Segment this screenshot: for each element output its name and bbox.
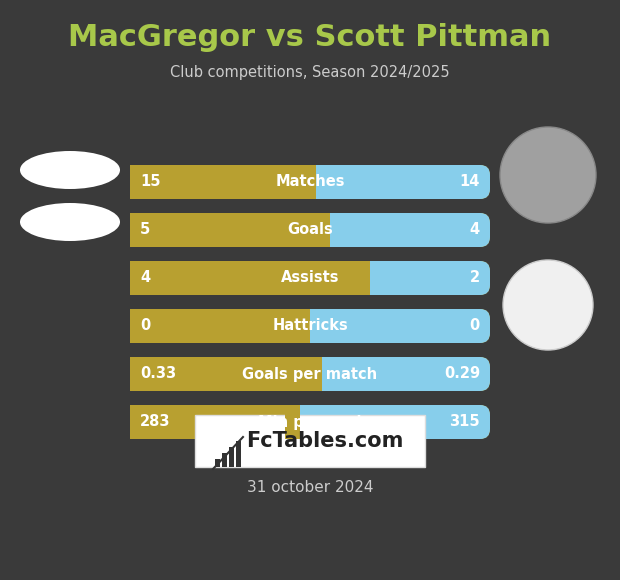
FancyBboxPatch shape [130,213,238,247]
FancyBboxPatch shape [130,213,330,247]
Text: 4: 4 [140,270,150,285]
FancyBboxPatch shape [130,357,322,391]
FancyBboxPatch shape [195,415,425,467]
FancyBboxPatch shape [301,165,316,199]
FancyBboxPatch shape [130,309,238,343]
FancyBboxPatch shape [130,165,316,199]
FancyBboxPatch shape [285,405,300,439]
FancyBboxPatch shape [315,213,330,247]
FancyBboxPatch shape [130,405,490,439]
FancyBboxPatch shape [215,459,220,467]
Text: 283: 283 [140,415,170,430]
Text: Hattricks: Hattricks [272,318,348,333]
FancyBboxPatch shape [130,309,490,343]
FancyBboxPatch shape [130,213,490,247]
FancyBboxPatch shape [130,309,490,343]
FancyBboxPatch shape [229,447,234,467]
Ellipse shape [20,203,120,241]
FancyBboxPatch shape [130,357,490,391]
Circle shape [500,127,596,223]
Text: 4: 4 [470,223,480,237]
FancyBboxPatch shape [130,261,490,295]
Circle shape [503,260,593,350]
Text: Club competitions, Season 2024/2025: Club competitions, Season 2024/2025 [170,64,450,79]
FancyBboxPatch shape [236,441,241,467]
Ellipse shape [20,151,120,189]
FancyBboxPatch shape [130,165,490,199]
FancyBboxPatch shape [222,453,227,467]
FancyBboxPatch shape [130,213,490,247]
Text: 31 october 2024: 31 october 2024 [247,480,373,495]
Text: 315: 315 [450,415,480,430]
Text: 0: 0 [140,318,150,333]
Text: 0: 0 [470,318,480,333]
Text: FcTables.com: FcTables.com [246,431,404,451]
Text: 14: 14 [459,175,480,190]
FancyBboxPatch shape [130,165,238,199]
FancyBboxPatch shape [307,357,322,391]
FancyBboxPatch shape [130,405,238,439]
FancyBboxPatch shape [130,165,490,199]
Text: Matches: Matches [275,175,345,190]
FancyBboxPatch shape [130,357,238,391]
FancyBboxPatch shape [130,261,370,295]
FancyBboxPatch shape [130,309,310,343]
FancyBboxPatch shape [355,261,370,295]
FancyBboxPatch shape [130,357,490,391]
Text: Assists: Assists [281,270,339,285]
Text: Goals: Goals [287,223,333,237]
Text: Min per goal: Min per goal [259,415,361,430]
FancyBboxPatch shape [130,261,238,295]
Text: 5: 5 [140,223,150,237]
FancyBboxPatch shape [130,261,490,295]
Text: 15: 15 [140,175,161,190]
Text: 0.29: 0.29 [444,367,480,382]
Text: MacGregor vs Scott Pittman: MacGregor vs Scott Pittman [68,24,552,53]
Text: 2: 2 [470,270,480,285]
Text: 0.33: 0.33 [140,367,176,382]
FancyBboxPatch shape [295,309,310,343]
Text: Goals per match: Goals per match [242,367,378,382]
FancyBboxPatch shape [130,405,490,439]
FancyBboxPatch shape [130,405,300,439]
